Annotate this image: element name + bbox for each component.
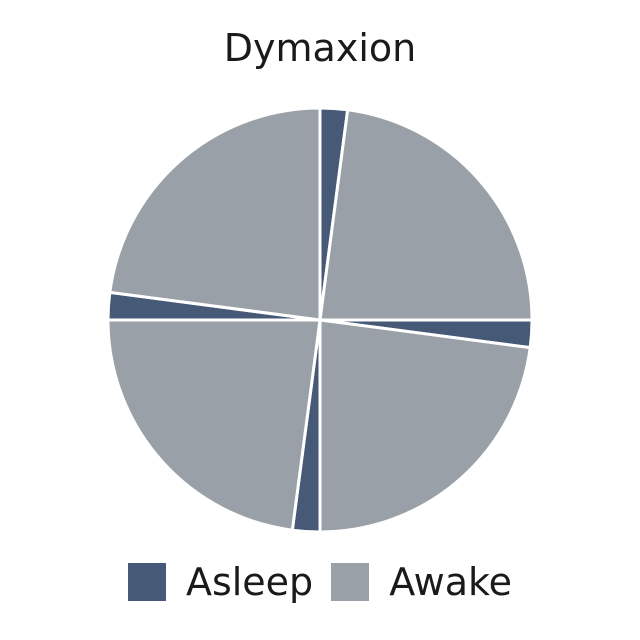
pie-slice-awake-4 [318,318,532,534]
legend-label-awake: Awake [389,560,513,604]
chart-title: Dymaxion [223,26,417,70]
pie-slice-awake-6 [106,318,322,532]
pie-slice-awake-8 [108,106,322,322]
legend-swatch-asleep [127,563,166,601]
legend-swatch-awake [331,563,370,601]
legend: Asleep Awake [0,560,640,604]
pie-slice-awake-2 [318,108,534,322]
legend-label-asleep: Asleep [185,560,314,604]
legend-item-asleep: Asleep [127,560,314,604]
legend-item-awake: Awake [331,560,512,604]
